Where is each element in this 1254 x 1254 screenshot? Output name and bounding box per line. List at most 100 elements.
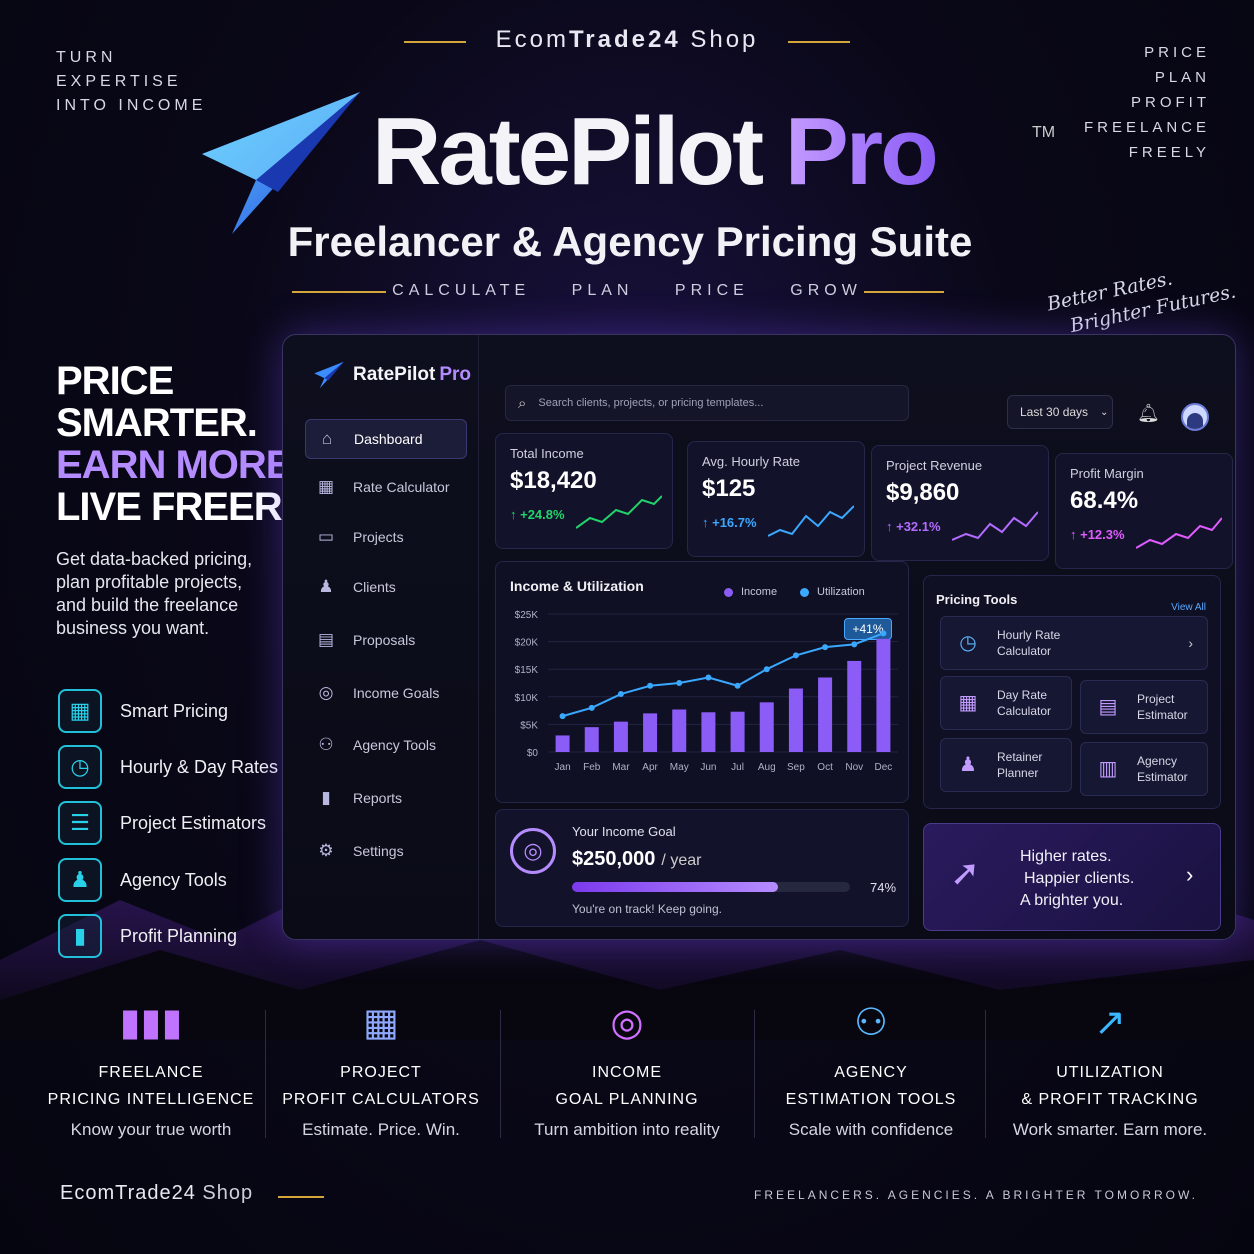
kpi-label: Avg. Hourly Rate xyxy=(702,454,801,469)
kpi-sparkline xyxy=(576,495,662,529)
sidebar-item-reports[interactable]: ▮ Reports xyxy=(305,778,467,818)
kpi-card-project-revenue[interactable]: Project Revenue $9,860 ↑ +32.1% xyxy=(871,445,1049,561)
income-bar[interactable] xyxy=(730,711,745,752)
hero-line: SMARTER. xyxy=(56,401,258,445)
utilization-point[interactable] xyxy=(734,682,741,689)
income-bar[interactable] xyxy=(584,727,599,752)
x-tick-label: Nov xyxy=(845,762,863,773)
income-bar[interactable] xyxy=(701,712,716,752)
search-input[interactable]: ⌕ Search clients, projects, or pricing t… xyxy=(505,385,909,421)
utilization-point[interactable] xyxy=(763,666,770,673)
bottom-feature-tracking: ↗ UTILIZATION & PROFIT TRACKING Work sma… xyxy=(995,1000,1225,1140)
product-title: RatePilot Pro xyxy=(372,92,939,212)
tool-agency-estimator[interactable]: ▥ Agency Estimator xyxy=(1080,742,1208,796)
promo-card[interactable]: ➚ Higher rates. Happier clients. A brigh… xyxy=(923,823,1221,931)
tool-label: Project xyxy=(1137,692,1175,706)
footer-tagline: FREELANCERS. AGENCIES. A BRIGHTER TOMORR… xyxy=(754,1188,1198,1202)
income-bar[interactable] xyxy=(613,721,628,752)
income-bar[interactable] xyxy=(818,677,833,752)
utilization-point[interactable] xyxy=(676,680,683,686)
utilization-point[interactable] xyxy=(705,674,712,681)
promo-line: Higher rates. xyxy=(1020,848,1112,865)
income-goal-card[interactable]: ◎ Your Income Goal $250,000 / year 74% Yo… xyxy=(495,809,909,927)
x-tick-label: Mar xyxy=(612,762,630,773)
bottom-feature-goals: ◎ INCOME GOAL PLANNING Turn ambition int… xyxy=(512,1000,742,1140)
income-bar[interactable] xyxy=(759,702,774,752)
x-tick-label: Apr xyxy=(642,762,658,773)
utilization-point[interactable] xyxy=(588,704,595,711)
goal-progress-bar xyxy=(572,882,850,892)
sidebar-item-proposals[interactable]: ▤ Proposals xyxy=(305,620,467,660)
goal-message: You're on track! Keep going. xyxy=(572,902,722,916)
script-slogan: Better Rates. Brighter Futures. xyxy=(1045,253,1239,343)
kpi-change: ↑ +32.1% xyxy=(886,519,941,534)
team-icon: ⚇ xyxy=(318,735,334,754)
y-tick-label: $15K xyxy=(515,665,539,676)
sidebar-item-income-goals[interactable]: ◎ Income Goals xyxy=(305,673,467,713)
feature-label: Project Estimators xyxy=(120,812,267,833)
corner-left-line: TURN xyxy=(56,49,117,66)
kpi-value: $125 xyxy=(702,475,756,502)
utilization-point[interactable] xyxy=(822,644,829,651)
sidebar-item-dashboard[interactable]: ⌂ Dashboard xyxy=(305,419,467,459)
tool-label: Estimator xyxy=(1137,770,1188,784)
y-tick-label: $25K xyxy=(515,610,539,621)
tool-hourly-rate-calculator[interactable]: ◷ Hourly Rate Calculator › xyxy=(940,616,1208,670)
sidebar-item-projects[interactable]: ▭ Projects xyxy=(305,517,467,557)
income-bar[interactable] xyxy=(788,688,803,752)
utilization-point[interactable] xyxy=(792,652,799,659)
kpi-label: Total Income xyxy=(510,446,584,461)
income-bar[interactable] xyxy=(555,735,570,752)
sidebar-item-agency-tools[interactable]: ⚇ Agency Tools xyxy=(305,725,467,765)
goal-period: / year xyxy=(661,852,702,869)
goal-value: $250,000 / year xyxy=(572,848,701,871)
kpi-card-profit-margin[interactable]: Profit Margin 68.4% ↑ +12.3% xyxy=(1055,453,1233,569)
bottom-feature-heading: & PROFIT TRACKING xyxy=(1021,1091,1199,1108)
income-bar[interactable] xyxy=(847,660,862,752)
sidebar-item-label: Settings xyxy=(353,843,404,859)
document-icon: ▤ xyxy=(1098,696,1118,718)
sidebar-logo[interactable]: RatePilot Pro xyxy=(313,361,471,389)
income-bar[interactable] xyxy=(672,709,687,752)
team-icon: ♟ xyxy=(58,858,102,902)
utilization-point[interactable] xyxy=(851,641,858,648)
sidebar-logo-name: RatePilot xyxy=(353,364,436,385)
bottom-feature-heading: GOAL PLANNING xyxy=(555,1091,699,1108)
bell-icon[interactable]: 🔔︎ xyxy=(1137,403,1160,423)
sidebar-item-clients[interactable]: ♟ Clients xyxy=(305,567,467,607)
sidebar-item-settings[interactable]: ⚙ Settings xyxy=(305,831,467,871)
income-bar[interactable] xyxy=(643,713,658,752)
tool-day-rate-calculator[interactable]: ▦ Day Rate Calculator xyxy=(940,676,1072,730)
rocket-icon: ➚ xyxy=(950,852,981,893)
feature-label: Profit Planning xyxy=(120,925,238,946)
hero-line: PRICE xyxy=(56,359,174,403)
tool-retainer-planner[interactable]: ♟ Retainer Planner xyxy=(940,738,1072,792)
sidebar-item-rate-calculator[interactable]: ▦ Rate Calculator xyxy=(305,467,467,507)
paper-plane-logo-icon xyxy=(202,92,360,234)
tool-project-estimator[interactable]: ▤ Project Estimator xyxy=(1080,680,1208,734)
team-icon: ⚇ xyxy=(853,1002,889,1044)
kpi-value: $9,860 xyxy=(886,479,960,506)
utilization-point[interactable] xyxy=(559,713,566,720)
trend-up-icon: ↗ xyxy=(1094,1002,1126,1044)
income-bar[interactable] xyxy=(876,638,891,752)
utilization-point[interactable] xyxy=(880,630,887,637)
sidebar: RatePilot Pro ⌂ Dashboard ▦ Rate Calcula… xyxy=(283,335,479,939)
date-range-select[interactable]: Last 30 days ⌄ xyxy=(1007,395,1113,429)
utilization-point[interactable] xyxy=(617,691,624,698)
avatar[interactable] xyxy=(1181,403,1209,431)
goal-amount: $250,000 xyxy=(572,848,656,870)
bottom-feature-sub: Turn ambition into reality xyxy=(534,1120,720,1139)
kpi-card-avg-hourly-rate[interactable]: Avg. Hourly Rate $125 ↑ +16.7% xyxy=(687,441,865,557)
view-all-link[interactable]: View All xyxy=(1171,602,1206,613)
utilization-point[interactable] xyxy=(647,682,654,689)
calculator-icon: ▦ xyxy=(363,1002,399,1044)
sidebar-item-label: Reports xyxy=(353,790,403,806)
chevron-right-icon[interactable]: › xyxy=(1186,862,1194,887)
dashboard-window: RatePilot Pro ⌂ Dashboard ▦ Rate Calcula… xyxy=(282,334,1236,940)
chevron-right-icon: › xyxy=(1188,635,1193,651)
x-tick-label: Feb xyxy=(583,762,601,773)
feature-label: Agency Tools xyxy=(120,869,227,890)
search-placeholder: Search clients, projects, or pricing tem… xyxy=(538,397,764,409)
kpi-card-total-income[interactable]: Total Income $18,420 ↑ +24.8% xyxy=(495,433,673,549)
